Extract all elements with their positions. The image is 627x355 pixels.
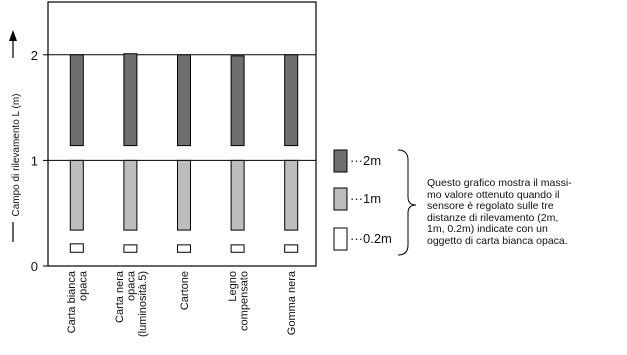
y-axis-arrow-head [9, 30, 17, 41]
bar-0.2m-2 [177, 244, 191, 253]
bar-1m-1 [123, 159, 138, 231]
y-tick-label: 2 [31, 48, 38, 63]
bar-0.2m-0 [69, 243, 84, 253]
legend-swatch-0.2m [333, 227, 348, 251]
bar-0.2m-1 [123, 244, 138, 253]
category-label: opaca [78, 270, 90, 301]
y-tick-label: 0 [31, 259, 38, 274]
legend-brace [397, 149, 417, 256]
bar-2m-4 [284, 54, 299, 147]
bar-1m-0 [69, 159, 84, 231]
category-label: Carta nera [114, 270, 126, 323]
bar-1m-2 [177, 159, 191, 231]
legend-label-1m: ···1m [350, 191, 381, 206]
bar-1m-3 [230, 159, 245, 231]
legend-label-0.2m: ···0.2m [350, 231, 392, 246]
category-label: (luminosità.5) [137, 271, 149, 337]
category-label: opaca [125, 270, 137, 301]
bar-2m-2 [177, 54, 191, 147]
category-label: compensato [238, 271, 250, 331]
y-axis-label: Campo di rilevamento L (m) [11, 93, 22, 216]
bar-2m-3 [230, 55, 245, 147]
category-label: Legno [227, 271, 239, 302]
y-tick-label: 1 [31, 153, 38, 168]
plot-frame [47, 1, 317, 267]
bar-0.2m-4 [284, 244, 299, 253]
category-label: Carta bianca [66, 270, 78, 333]
bar-1m-4 [284, 159, 299, 231]
chart-note: Questo grafico mostra il massi- mo valor… [427, 177, 572, 247]
legend-swatch-1m [333, 187, 348, 211]
bar-2m-1 [123, 53, 138, 147]
bar-0.2m-3 [230, 244, 245, 253]
category-label: Cartone [179, 271, 191, 310]
legend-swatch-2m [333, 149, 348, 173]
category-label: Gomma nera [286, 270, 298, 335]
legend-label-2m: ···2m [350, 153, 381, 168]
bar-2m-0 [69, 54, 84, 147]
